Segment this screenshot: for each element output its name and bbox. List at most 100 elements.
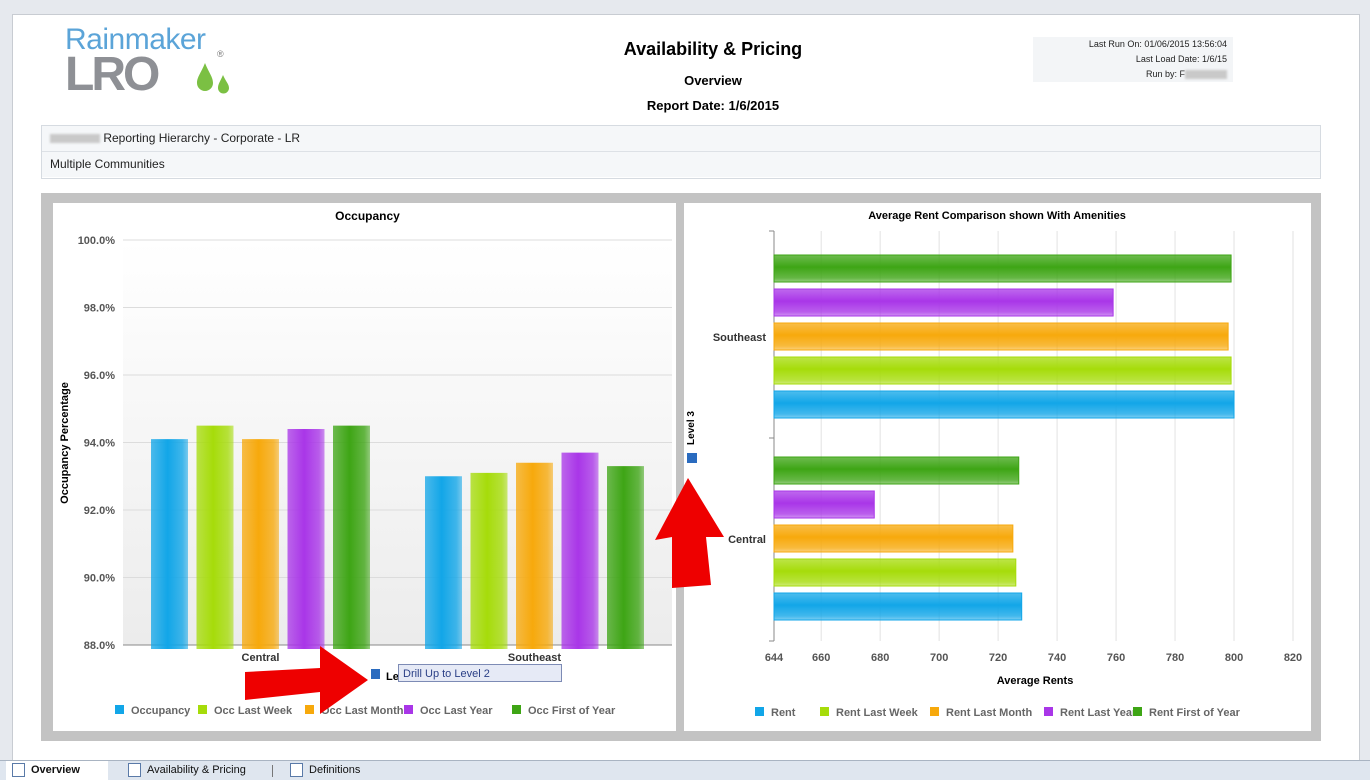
hierarchy-path: Reporting Hierarchy - Corporate - LR (103, 131, 301, 145)
occ-bar-southeast-0 (425, 476, 462, 649)
occ-ytick-label: 100.0% (78, 235, 116, 247)
rent-bar-central-3 (773, 490, 875, 519)
redacted-username (1185, 70, 1227, 80)
occ-bar-southeast-3 (561, 452, 599, 649)
tab-overview[interactable]: Overview (6, 761, 108, 780)
rent-xtick-label: 760 (1107, 652, 1125, 664)
tab-definitions[interactable]: Definitions (286, 761, 360, 780)
tab-overview-label: Overview (31, 764, 80, 776)
rent-xtick-label: 740 (1048, 652, 1066, 664)
report-title: Availability & Pricing (623, 39, 803, 59)
run-by-row: Run by: F (1033, 67, 1233, 82)
rent-xtick-label: 720 (989, 652, 1007, 664)
run-by-text: Run by: F (1145, 69, 1185, 79)
occ-ytick-label: 90.0% (84, 573, 115, 585)
raindrops-icon (197, 63, 229, 94)
occ-ytick-label: 92.0% (84, 505, 115, 517)
occ-ytick-label: 88.0% (84, 640, 115, 652)
tab-definitions-label: Definitions (309, 764, 361, 776)
report-date: Report Date: 1/6/2015 (646, 98, 780, 113)
occ-legend-label: Occ First of Year (528, 705, 616, 717)
occ-legend-label: Occ Last Month (321, 705, 404, 717)
rent-bar-southeast-2 (773, 322, 1229, 351)
rent-bar-southeast-1 (773, 356, 1232, 385)
rent-legend-swatch (1133, 707, 1142, 716)
occ-bar-central-4 (333, 425, 370, 649)
rent-xtick-label: 800 (1225, 652, 1243, 664)
rent-x-axis-label: Average Rents (997, 675, 1074, 687)
rent-xtick-label: 780 (1166, 652, 1184, 664)
rent-bar-southeast-4 (773, 254, 1232, 283)
occ-legend-label: Occ Last Week (214, 705, 293, 717)
rent-xtick-label: 660 (812, 652, 830, 664)
tab-availability-pricing[interactable]: Availability & Pricing (124, 761, 246, 780)
occ-legend-swatch (305, 705, 314, 714)
last-load-text: Last Load Date: 1/6/15 (1135, 54, 1227, 64)
hierarchy-box: Reporting Hierarchy - Corporate - LR Mul… (41, 125, 1321, 179)
last-run-text: Last Run On: 01/06/2015 13:56:04 (1088, 39, 1227, 49)
report-sheet-icon (128, 763, 141, 778)
report-subtitle: Overview (684, 73, 742, 88)
rent-legend-label: Rent First of Year (1149, 707, 1241, 719)
occ-legend-swatch (115, 705, 124, 714)
rent-legend-swatch (930, 707, 939, 716)
rent-bar-central-4 (773, 456, 1020, 485)
report-page: Rainmaker ® LRO Availability & Pricing O… (12, 14, 1360, 762)
occ-bar-southeast-2 (516, 462, 553, 649)
occ-bar-central-0 (151, 439, 188, 649)
rent-xtick-label: 820 (1284, 652, 1302, 664)
rent-legend-swatch (755, 707, 764, 716)
occ-chart-title: Occupancy (335, 209, 400, 223)
occ-legend-label: Occ Last Year (420, 705, 493, 717)
occ-legend-label: Occupancy (131, 705, 191, 717)
occupancy-chart-box: 88.0% 90.0% 92.0% 94.0% 96.0% 98.0% 100.0% Occu… (53, 203, 676, 731)
rent-chart-title: Average Rent Comparison shown With Ameni… (868, 210, 1126, 222)
drill-up-select[interactable]: Drill Up to Level 2 (398, 664, 562, 682)
occ-legend-swatch (512, 705, 521, 714)
rent-bar-southeast-3 (773, 288, 1114, 317)
drill-down-arrow-icon (687, 453, 697, 463)
rent-bar-southeast-0 (773, 390, 1235, 419)
rent-level-label: Level 3 (686, 411, 697, 445)
occ-bar-southeast-4 (607, 466, 644, 649)
document-icon (290, 763, 303, 778)
redacted-company-name (50, 134, 100, 144)
rent-bar-central-2 (773, 524, 1014, 553)
rent-bar-central-1 (773, 558, 1017, 587)
rent-legend-swatch (820, 707, 829, 716)
rent-legend-label: Rent Last Year (1060, 707, 1137, 719)
occ-bar-central-3 (287, 429, 325, 649)
report-sheet-icon (12, 763, 25, 778)
occ-legend-swatch (404, 705, 413, 714)
rent-legend-swatch (1044, 707, 1053, 716)
occ-bar-central-2 (242, 439, 279, 649)
tab-availability-label: Availability & Pricing (147, 764, 246, 776)
rent-xtick-label: 644 (765, 652, 784, 664)
logo-registered-mark: ® (217, 49, 224, 59)
logo-text-rainmaker: Rainmaker (65, 23, 206, 56)
rent-category-label: Southeast (713, 332, 767, 344)
rent-chart-box: 644 660 680 700 720 740 760 780 800 820 Average Re… (684, 203, 1311, 731)
occ-ytick-label: 96.0% (84, 370, 115, 382)
rent-legend-label: Rent (771, 707, 796, 719)
drill-up-arrow-icon (371, 669, 380, 679)
tab-separator (272, 765, 273, 777)
occ-ytick-label: 94.0% (84, 438, 115, 450)
occ-ytick-label: 98.0% (84, 303, 115, 315)
scope-row: Multiple Communities (42, 151, 1320, 177)
run-info-box: Last Run On: 01/06/2015 13:56:04 Last Lo… (1033, 37, 1233, 82)
rent-category-label: Central (728, 534, 766, 546)
charts-panel: 88.0% 90.0% 92.0% 94.0% 96.0% 98.0% 100.0% Occu… (41, 193, 1321, 741)
sheet-tab-bar: Overview Availability & Pricing Definiti… (0, 760, 1370, 780)
scope-text: Multiple Communities (50, 157, 165, 171)
occ-y-axis-label: Occupancy Percentage (59, 382, 71, 504)
rent-xtick-label: 680 (871, 652, 889, 664)
occupancy-chart: 88.0% 90.0% 92.0% 94.0% 96.0% 98.0% 100.0% Occu… (59, 209, 672, 717)
occ-category-label: Central (242, 652, 280, 664)
hierarchy-row: Reporting Hierarchy - Corporate - LR (42, 126, 1320, 151)
rent-bar-central-0 (773, 592, 1023, 621)
logo-text-lro: LRO (65, 48, 160, 101)
occ-category-label: Southeast (508, 652, 562, 664)
rent-legend-label: Rent Last Month (946, 707, 1032, 719)
